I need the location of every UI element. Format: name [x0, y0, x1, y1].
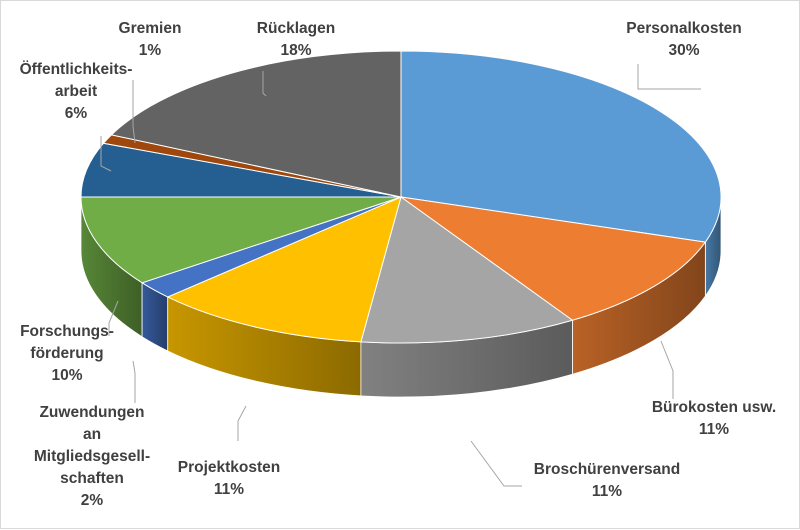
label-category-rucklagen: Rücklagen	[257, 20, 335, 37]
data-label-personalkosten: Personalkosten 30%	[626, 20, 741, 59]
data-label-burokosten-usw: Bürokosten usw. 11%	[652, 399, 776, 438]
leader-line-broschurenversand	[470, 440, 522, 487]
slice-projektkosten	[166, 196, 402, 343]
data-label-forschungsforderung: Forschungs-förderung 10%	[20, 323, 114, 384]
leader-line-zuwendungen-an-mitgliedsgesellschaften	[132, 360, 136, 403]
slice-burokosten-usw	[400, 196, 707, 321]
slice-offentlichkeitsarbeit	[80, 142, 402, 198]
label-category-forschungsforderung: Forschungs-	[20, 323, 114, 340]
label-category-zuwendungen-an-mitgliedsgesellschaften: schaften	[60, 470, 124, 487]
label-category-personalkosten: Personalkosten	[626, 20, 741, 37]
data-label-projektkosten: Projektkosten 11%	[178, 459, 281, 498]
leader-line-rucklagen	[262, 71, 267, 97]
label-category-offentlichkeitsarbeit: Öffentlichkeits-	[20, 61, 133, 78]
label-value-broschurenversand: 11%	[592, 483, 622, 500]
leader-line-projektkosten	[237, 405, 247, 441]
pie-top	[80, 50, 722, 344]
label-value-personalkosten: 30%	[668, 42, 699, 59]
label-category-projektkosten: Projektkosten	[178, 459, 281, 476]
label-category-broschurenversand: Broschürenversand	[534, 461, 680, 478]
label-category-zuwendungen-an-mitgliedsgesellschaften: Mitgliedsgesell-	[34, 448, 150, 465]
slice-forschungsforderung	[80, 196, 402, 284]
data-label-broschurenversand: Broschürenversand 11%	[534, 461, 680, 500]
slice-broschurenversand	[360, 196, 574, 344]
leader-line-burokosten-usw	[660, 340, 674, 399]
data-label-offentlichkeitsarbeit: Öffentlichkeits-arbeit 6%	[20, 61, 133, 122]
leader-line-personalkosten	[637, 64, 701, 90]
label-value-projektkosten: 11%	[214, 481, 244, 498]
label-category-zuwendungen-an-mitgliedsgesellschaften: an	[83, 426, 101, 443]
slice-rucklagen	[110, 50, 402, 198]
label-category-gremien: Gremien	[119, 20, 182, 37]
label-value-zuwendungen-an-mitgliedsgesellschaften: 2%	[81, 492, 104, 509]
data-label-gremien: Gremien 1%	[119, 20, 182, 59]
leader-line-offentlichkeitsarbeit	[100, 136, 112, 172]
leader-line-forschungsforderung	[108, 300, 119, 336]
leader-lines	[100, 64, 701, 487]
data-label-zuwendungen-an-mitgliedsgesellschaften: Zuwendungen an Mitgliedsgesell-schaften 2%	[34, 404, 150, 509]
label-category-zuwendungen-an-mitgliedsgesellschaften: Zuwendungen	[39, 404, 144, 421]
data-label-rucklagen: Rücklagen 18%	[257, 20, 335, 59]
label-value-gremien: 1%	[139, 42, 162, 59]
label-value-burokosten-usw: 11%	[699, 421, 729, 438]
label-value-offentlichkeitsarbeit: 6%	[65, 105, 88, 122]
label-category-offentlichkeitsarbeit: arbeit	[55, 83, 97, 100]
slice-personalkosten	[400, 50, 722, 243]
label-category-forschungsforderung: förderung	[30, 345, 103, 362]
label-value-forschungsforderung: 10%	[51, 367, 82, 384]
label-category-burokosten-usw: Bürokosten usw.	[652, 399, 776, 416]
leader-line-gremien	[132, 80, 136, 144]
label-value-rucklagen: 18%	[280, 42, 311, 59]
